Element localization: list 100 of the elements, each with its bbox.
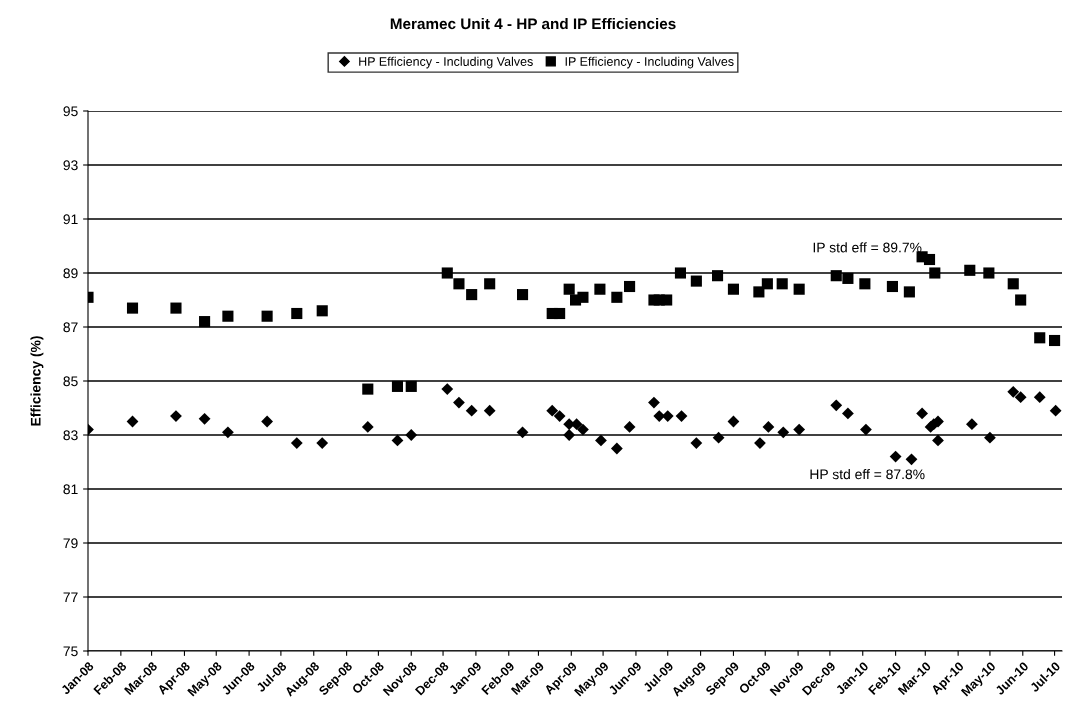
point	[594, 283, 606, 295]
point	[453, 278, 465, 290]
point	[391, 380, 404, 392]
point	[712, 431, 725, 444]
point	[577, 423, 589, 436]
point	[316, 305, 328, 317]
point	[261, 310, 273, 322]
point	[222, 310, 234, 322]
point	[762, 421, 775, 433]
point	[711, 270, 724, 282]
point	[964, 264, 976, 276]
point	[563, 429, 576, 441]
y-tick-label: 79	[63, 538, 78, 549]
point	[405, 429, 418, 441]
point	[753, 286, 765, 298]
y-tick-label: 91	[63, 214, 78, 225]
point	[577, 291, 589, 303]
point	[690, 437, 703, 449]
point	[199, 316, 211, 328]
point	[554, 307, 566, 320]
point	[170, 302, 182, 314]
point	[984, 431, 996, 444]
point	[1014, 391, 1027, 404]
point	[923, 253, 936, 266]
point	[929, 267, 941, 279]
y-tick-label: 77	[63, 592, 78, 603]
point	[441, 383, 454, 395]
point	[222, 426, 234, 439]
annotation: HP std eff = 87.8%	[810, 469, 925, 480]
point	[126, 302, 139, 314]
point	[611, 291, 623, 303]
y-tick-label: 81	[63, 484, 78, 495]
point	[916, 407, 928, 420]
legend-label: IP Efficiency - Including Valves	[565, 56, 734, 69]
point	[648, 396, 660, 409]
point	[1034, 332, 1046, 344]
point	[441, 267, 453, 279]
point	[291, 307, 303, 320]
point	[1007, 278, 1019, 290]
point	[727, 283, 739, 295]
point	[465, 404, 478, 417]
point	[466, 289, 478, 301]
point	[624, 280, 636, 293]
point	[661, 294, 673, 306]
point	[830, 270, 842, 282]
point	[860, 423, 872, 436]
point	[761, 278, 773, 290]
y-tick-label: 85	[63, 376, 78, 387]
point	[903, 286, 915, 298]
point	[170, 410, 182, 422]
point	[966, 418, 978, 431]
y-tick-label: 83	[63, 430, 78, 441]
point	[886, 280, 898, 293]
y-tick-label: 75	[63, 646, 78, 657]
point	[905, 453, 918, 466]
annotation: IP std eff = 89.7%	[813, 242, 922, 253]
point	[793, 423, 806, 436]
point	[690, 275, 702, 287]
point	[516, 426, 529, 439]
point	[453, 396, 465, 409]
point	[842, 407, 854, 420]
point	[610, 442, 623, 455]
point	[546, 404, 559, 417]
point	[623, 421, 636, 433]
point	[261, 415, 274, 428]
y-axis-title: Efficiency (%)	[30, 336, 44, 426]
point	[516, 289, 529, 301]
point	[553, 410, 566, 422]
point	[1049, 404, 1062, 417]
point	[777, 426, 790, 439]
point	[675, 410, 688, 422]
point	[595, 434, 607, 447]
point	[483, 404, 496, 417]
point	[889, 450, 902, 463]
point	[362, 383, 374, 395]
point	[361, 421, 374, 433]
point	[1049, 334, 1061, 347]
point	[859, 278, 871, 290]
point	[405, 380, 417, 392]
point	[776, 278, 788, 290]
point	[842, 272, 854, 284]
y-tick-label: 87	[63, 322, 78, 333]
point	[290, 437, 303, 449]
point	[754, 437, 766, 449]
point	[391, 434, 404, 447]
point	[1007, 385, 1020, 398]
point	[198, 412, 211, 425]
point	[674, 267, 687, 279]
y-tick-label: 93	[63, 160, 78, 171]
chart-title: Meramec Unit 4 - HP and IP Efficiencies	[390, 17, 676, 30]
point	[563, 283, 575, 295]
y-tick-label: 89	[63, 268, 78, 279]
point	[830, 399, 843, 412]
point	[1033, 391, 1046, 404]
point	[793, 283, 805, 295]
point	[932, 434, 944, 447]
point	[316, 437, 329, 449]
point	[484, 278, 496, 290]
point	[983, 267, 995, 279]
y-tick-label: 95	[63, 106, 78, 117]
